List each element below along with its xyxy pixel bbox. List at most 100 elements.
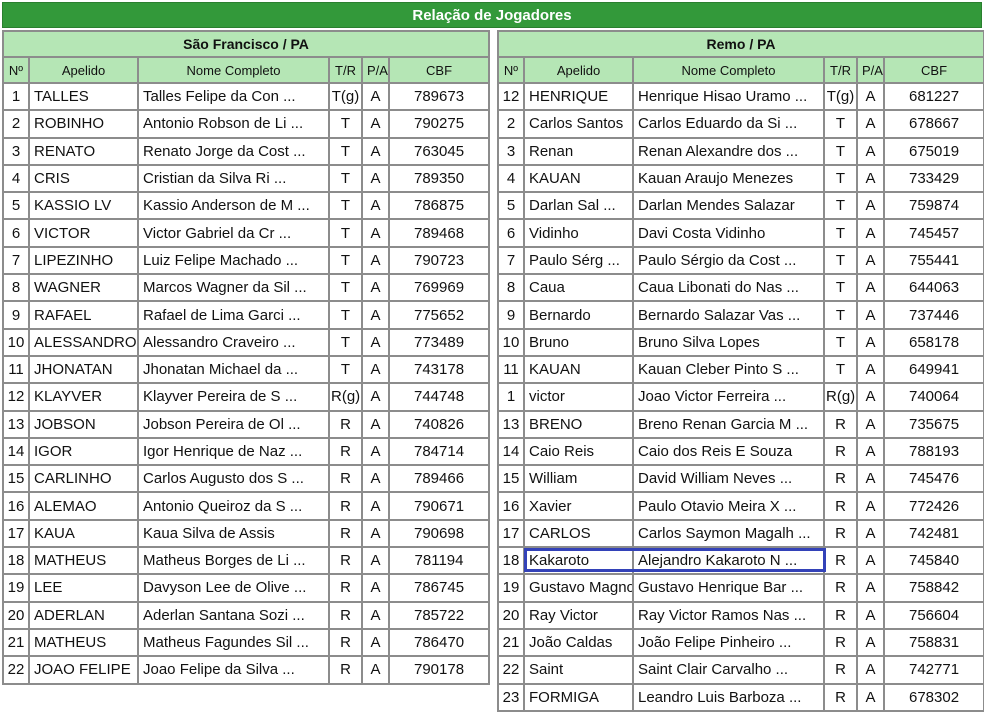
cell-tr: T <box>328 300 363 330</box>
cell-tr: R <box>823 573 858 603</box>
cell-cbf: 658178 <box>882 327 984 357</box>
cell-cbf: 790698 <box>387 518 491 549</box>
cell-cbf: 790275 <box>387 109 491 139</box>
cell-cbf: 786875 <box>387 191 491 221</box>
table-row: 7 Paulo Sérg ... Paulo Sérgio da Cost ... T… <box>497 245 984 276</box>
team-name: São Francisco / PA <box>1 30 491 58</box>
cell-pa: A <box>361 600 390 630</box>
cell-cbf: 790723 <box>387 245 491 276</box>
table-row: 12 KLAYVER Klayver Pereira de S ... R(g) A 74… <box>2 382 491 412</box>
cell-nome-completo: Davyson Lee de Olive ... <box>137 573 330 603</box>
cell-apelido: ADERLAN <box>28 600 139 630</box>
cell-apelido: victor <box>523 382 634 412</box>
cell-apelido: Saint <box>523 655 634 685</box>
cell-nome-completo: David William Neves ... <box>632 464 825 494</box>
cell-number: 21 <box>2 627 30 658</box>
cell-tr: R <box>328 518 363 549</box>
table-row: 8 Caua Caua Libonati do Nas ... T A 644063 <box>497 273 984 303</box>
cell-cbf: 759874 <box>882 191 984 221</box>
cell-nome-completo: Leandro Luis Barboza ... <box>632 682 825 712</box>
cell-nome-completo: Henrique Hisao Uramo ... <box>632 81 825 112</box>
cell-number: 9 <box>497 300 525 330</box>
cell-nome-completo: Antonio Queiroz da S ... <box>137 491 330 521</box>
cell-tr: T <box>328 136 363 166</box>
cell-tr: R <box>328 627 363 658</box>
cell-number: 14 <box>497 436 525 467</box>
cell-pa: A <box>361 464 390 494</box>
cell-apelido: KLAYVER <box>28 382 139 412</box>
cell-number: 2 <box>497 109 525 139</box>
page-title: Relação de Jogadores <box>2 2 982 28</box>
cell-nome-completo: Luiz Felipe Machado ... <box>137 245 330 276</box>
cell-pa: A <box>856 546 885 576</box>
cell-cbf: 745476 <box>882 464 984 494</box>
cell-pa: A <box>361 327 390 357</box>
cell-cbf: 789466 <box>387 464 491 494</box>
cell-number: 19 <box>2 573 30 603</box>
cell-pa: A <box>361 436 390 467</box>
cell-nome-completo: Victor Gabriel da Cr ... <box>137 218 330 248</box>
cell-nome-completo: Aderlan Santana Sozi ... <box>137 600 330 630</box>
cell-nome-completo: Kauan Araujo Menezes <box>632 163 825 194</box>
cell-nome-completo: Alejandro Kakaroto N ... <box>632 546 825 576</box>
cell-nome-completo: Ray Victor Ramos Nas ... <box>632 600 825 630</box>
cell-number: 9 <box>2 300 30 330</box>
column-header-row: Nº Apelido Nome Completo T/R P/A CBF <box>497 56 984 84</box>
cell-cbf: 789468 <box>387 218 491 248</box>
table-row: 23 FORMIGA Leandro Luis Barboza ... R A 67830… <box>497 682 984 712</box>
cell-tr: R <box>328 655 363 685</box>
cell-number: 19 <box>497 573 525 603</box>
cell-pa: A <box>361 81 390 112</box>
cell-apelido: Vidinho <box>523 218 634 248</box>
table-row: 1 victor Joao Victor Ferreira ... R(g) A 7400… <box>497 382 984 412</box>
cell-apelido: Kakaroto <box>523 546 634 576</box>
cell-nome-completo: Gustavo Henrique Bar ... <box>632 573 825 603</box>
cell-apelido: JOAO FELIPE <box>28 655 139 685</box>
cell-cbf: 744748 <box>387 382 491 412</box>
cell-nome-completo: Paulo Otavio Meira X ... <box>632 491 825 521</box>
cell-apelido: Bruno <box>523 327 634 357</box>
cell-nome-completo: Igor Henrique de Naz ... <box>137 436 330 467</box>
cell-pa: A <box>361 354 390 385</box>
cell-pa: A <box>856 300 885 330</box>
cell-number: 23 <box>497 682 525 712</box>
cell-tr: R <box>823 655 858 685</box>
cell-pa: A <box>856 464 885 494</box>
cell-apelido: IGOR <box>28 436 139 467</box>
cell-nome-completo: Saint Clair Carvalho ... <box>632 655 825 685</box>
cell-cbf: 790178 <box>387 655 491 685</box>
cell-number: 5 <box>2 191 30 221</box>
table-row: 15 CARLINHO Carlos Augusto dos S ... R A 7894… <box>2 464 491 494</box>
cell-number: 20 <box>2 600 30 630</box>
table-row: 17 CARLOS Carlos Saymon Magalh ... R A 742481 <box>497 518 984 549</box>
cell-tr: T <box>328 109 363 139</box>
cell-apelido: Ray Victor <box>523 600 634 630</box>
table-row: 4 KAUAN Kauan Araujo Menezes T A 733429 <box>497 163 984 194</box>
table-row: 11 JHONATAN Jhonatan Michael da ... T A 74317… <box>2 354 491 385</box>
cell-apelido: William <box>523 464 634 494</box>
cell-pa: A <box>856 245 885 276</box>
cell-cbf: 781194 <box>387 546 491 576</box>
cell-pa: A <box>361 382 390 412</box>
cell-number: 12 <box>2 382 30 412</box>
cell-apelido: KAUA <box>28 518 139 549</box>
cell-cbf: 745840 <box>882 546 984 576</box>
column-header-pa: P/A <box>856 56 885 84</box>
cell-pa: A <box>361 218 390 248</box>
cell-cbf: 785722 <box>387 600 491 630</box>
cell-tr: R(g) <box>823 382 858 412</box>
table-row: 10 Bruno Bruno Silva Lopes T A 658178 <box>497 327 984 357</box>
cell-apelido: CARLOS <box>523 518 634 549</box>
cell-nome-completo: Paulo Sérgio da Cost ... <box>632 245 825 276</box>
cell-cbf: 758831 <box>882 627 984 658</box>
cell-apelido: HENRIQUE <box>523 81 634 112</box>
cell-pa: A <box>361 573 390 603</box>
cell-cbf: 737446 <box>882 300 984 330</box>
cell-tr: T <box>823 354 858 385</box>
cell-pa: A <box>856 218 885 248</box>
cell-pa: A <box>361 245 390 276</box>
cell-number: 18 <box>2 546 30 576</box>
table-row: 14 Caio Reis Caio dos Reis E Souza R A 788193 <box>497 436 984 467</box>
cell-number: 17 <box>2 518 30 549</box>
cell-nome-completo: Caua Libonati do Nas ... <box>632 273 825 303</box>
